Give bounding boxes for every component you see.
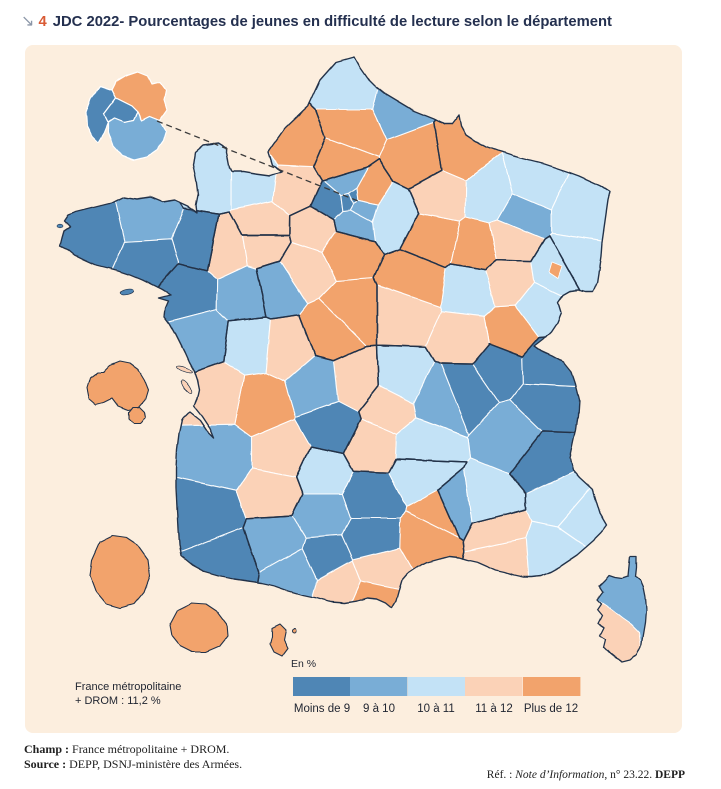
svg-text:11 à 12: 11 à 12 — [475, 703, 513, 715]
svg-text:Plus de 12: Plus de 12 — [524, 703, 578, 715]
svg-text:En %: En % — [291, 658, 316, 670]
svg-text:10 à 11: 10 à 11 — [417, 703, 455, 715]
svg-text:9 à 10: 9 à 10 — [363, 703, 395, 715]
svg-text:Moins de 9: Moins de 9 — [294, 703, 350, 715]
